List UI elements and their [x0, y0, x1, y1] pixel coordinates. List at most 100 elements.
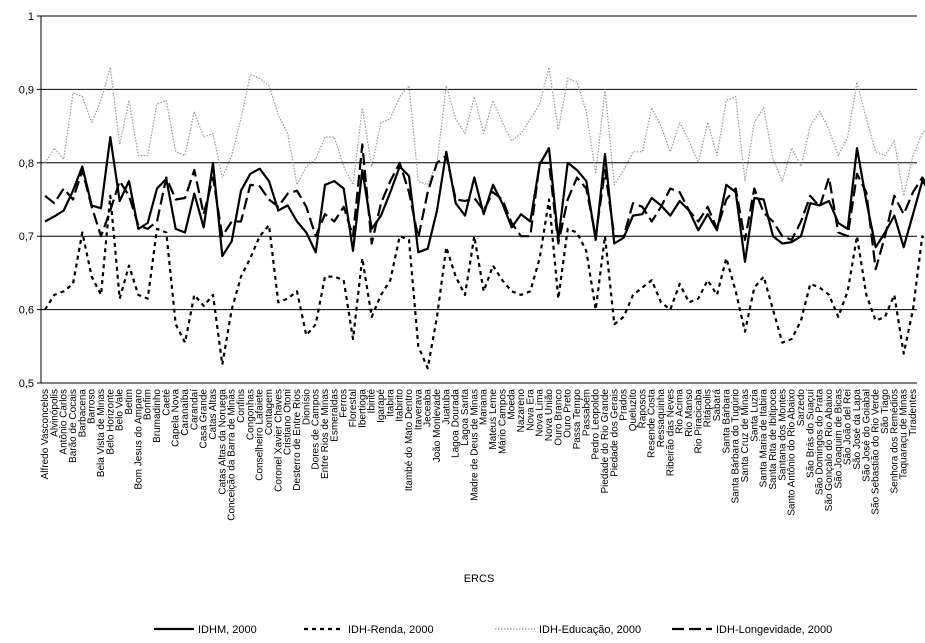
- x-tick-label: Santa Cruz de Minas: [740, 389, 751, 482]
- x-tick-label: Itambé do Mato Dentro: [404, 389, 415, 492]
- x-tick-label: Ribeirão das Neves: [665, 389, 676, 476]
- x-tick-label: Desterro de Entre Rios: [292, 389, 303, 491]
- legend-label: IDHM, 2000: [198, 624, 257, 636]
- y-tick-label: 1: [28, 11, 34, 23]
- x-tick-label: Piedade do Rio Grande: [600, 389, 611, 494]
- x-tick-label: Carandaí: [189, 389, 200, 430]
- x-tick-label: Bela Vista de Minas: [96, 389, 107, 477]
- x-tick-label: Prados: [619, 389, 630, 421]
- x-tick-label: Igarapé: [376, 389, 387, 423]
- x-axis-label: ERCS: [464, 573, 495, 585]
- x-tick-label: Betim: [124, 389, 135, 415]
- x-tick-label: Lagoa Dourada: [451, 389, 462, 458]
- x-tick-label: Caranaíba: [180, 389, 191, 436]
- x-tick-label: Santa Luzia: [749, 389, 760, 442]
- x-tick-label: Catas Altas da Noruega: [217, 389, 228, 495]
- x-tick-label: Bonfim: [143, 389, 154, 420]
- x-tick-label: Nova Era: [525, 389, 536, 431]
- x-tick-label: Jeceaba: [423, 389, 434, 427]
- x-tick-label: Ibertioga: [357, 389, 368, 428]
- x-tick-label: São Sebastião do Rio Verde: [871, 389, 882, 515]
- x-tick-label: Capela Nova: [171, 389, 182, 447]
- x-tick-label: Entre Rios de Minas: [320, 389, 331, 479]
- x-tick-label: São Tiago: [880, 389, 891, 434]
- y-tick-label: 0,6: [19, 305, 34, 317]
- x-tick-label: Resende Costa: [647, 389, 658, 458]
- x-tick-label: São José da Lapa: [852, 389, 863, 470]
- x-tick-label: Santo Antônio do Rio Abaixo: [787, 389, 798, 516]
- x-tick-label: Dores de Campos: [311, 389, 322, 470]
- x-tick-label: Santa Bárbara: [721, 389, 732, 454]
- x-tick-label: Juatuba: [441, 389, 452, 425]
- y-axis: 0,5 0,6 0,7 0,8 0,9 1: [19, 11, 42, 390]
- x-tick-label: Nazareno: [516, 389, 527, 433]
- x-tick-label: Confins: [236, 389, 247, 423]
- x-tick-label: Passabém: [581, 389, 592, 436]
- x-tick-label: Alfredo Vasconcelos: [40, 389, 51, 479]
- x-tick-label: Ferros: [339, 389, 350, 418]
- legend: IDHM, 2000 IDH-Renda, 2000 IDH-Educação, 2…: [154, 624, 832, 636]
- x-tick-label: Ressaquinha: [656, 389, 667, 448]
- x-tick-label: Ouro Branco: [553, 389, 564, 446]
- x-tick-label: João Monlevade: [432, 389, 443, 463]
- x-tick-label: Cristiano Otoni: [283, 389, 294, 455]
- x-tick-label: Queluzito: [628, 389, 639, 432]
- x-tick-label: Rio Piracicaba: [693, 389, 704, 454]
- x-tick-label: Itabirito: [395, 389, 406, 422]
- x-tick-label: Sabará: [712, 389, 723, 422]
- x-tick-label: Itabira: [385, 389, 396, 417]
- series-line-solid: [44, 136, 925, 263]
- x-tick-label: Catas Altas: [208, 389, 219, 440]
- x-tick-label: Dionísio: [301, 389, 312, 426]
- x-tick-label: Piedade dos Gerais: [609, 389, 620, 477]
- x-tick-label: Passa Tempo: [572, 389, 583, 450]
- x-tick-label: Casa Grande: [199, 389, 210, 449]
- series-lines: [44, 66, 925, 370]
- x-tick-label: Pedro Leopoldo: [591, 389, 602, 460]
- x-tick-label: Antônio Carlos: [59, 389, 70, 455]
- y-tick-label: 0,8: [19, 158, 34, 170]
- x-tick-label: Mário Campos: [497, 389, 508, 454]
- x-tick-label: Nova União: [544, 389, 555, 442]
- x-tick-label: Congonhas: [245, 389, 256, 440]
- x-tick-label: Mariana: [479, 389, 490, 426]
- x-tick-label: Barroso: [87, 389, 98, 424]
- x-tick-label: Alvinópolis: [49, 389, 60, 437]
- x-tick-label: Mateus Leme: [488, 389, 499, 450]
- x-tick-label: Esmeraldas: [329, 389, 340, 442]
- x-tick-label: Santa Maria de Itabira: [759, 389, 770, 488]
- x-tick-label: São Joaquim de Bicas: [833, 389, 844, 489]
- x-tick-label: Tiradentes: [908, 389, 919, 436]
- x-tick-label: Ritápolis: [703, 389, 714, 427]
- x-tick-label: São João del Rei: [843, 389, 854, 465]
- x-tick-label: Santa Bárbara do Tugúrio: [731, 389, 742, 504]
- x-tick-label: Sarzedo: [796, 389, 807, 427]
- x-tick-label: Nova Lima: [535, 389, 546, 437]
- x-tick-label: Bom Jesus do Amparo: [133, 389, 144, 490]
- series-line-dotted: [44, 66, 925, 197]
- y-tick-label: 0,9: [19, 84, 34, 96]
- x-tick-label: Moeda: [507, 389, 518, 420]
- x-tick-label: Ibirité: [367, 389, 378, 414]
- x-tick-label: São Gonçalo do Rio Abaixo: [824, 389, 835, 512]
- y-tick-label: 0,7: [19, 231, 34, 243]
- x-tick-label: São Brás do Suaçuí: [805, 389, 816, 478]
- legend-label: IDH-Renda, 2000: [348, 624, 434, 636]
- x-tick-label: São José do Goiabal: [861, 389, 872, 482]
- x-tick-label: Barbacena: [77, 389, 88, 438]
- x-tick-label: Conceição da Barra de Minas: [227, 389, 238, 521]
- x-tick-label: Taquaraçu de Minas: [899, 389, 910, 479]
- x-tick-label: Santana dos Montes: [777, 389, 788, 481]
- x-tick-label: Barão de Cocais: [68, 389, 79, 463]
- x-tick-label: Contagem: [264, 389, 275, 435]
- x-tick-label: Senhora dos Remédios: [889, 389, 900, 494]
- x-tick-label: Belo Horizonte: [105, 389, 116, 455]
- x-tick-label: Rio Acima: [675, 389, 686, 434]
- x-tick-label: Conselheiro Lafaiete: [255, 389, 266, 481]
- x-tick-label: Raposos: [637, 389, 648, 428]
- x-tick-label: Brumadinho: [152, 389, 163, 443]
- x-tick-label: São Domingos do Prata: [815, 389, 826, 496]
- x-tick-label: Belo Vale: [115, 389, 126, 432]
